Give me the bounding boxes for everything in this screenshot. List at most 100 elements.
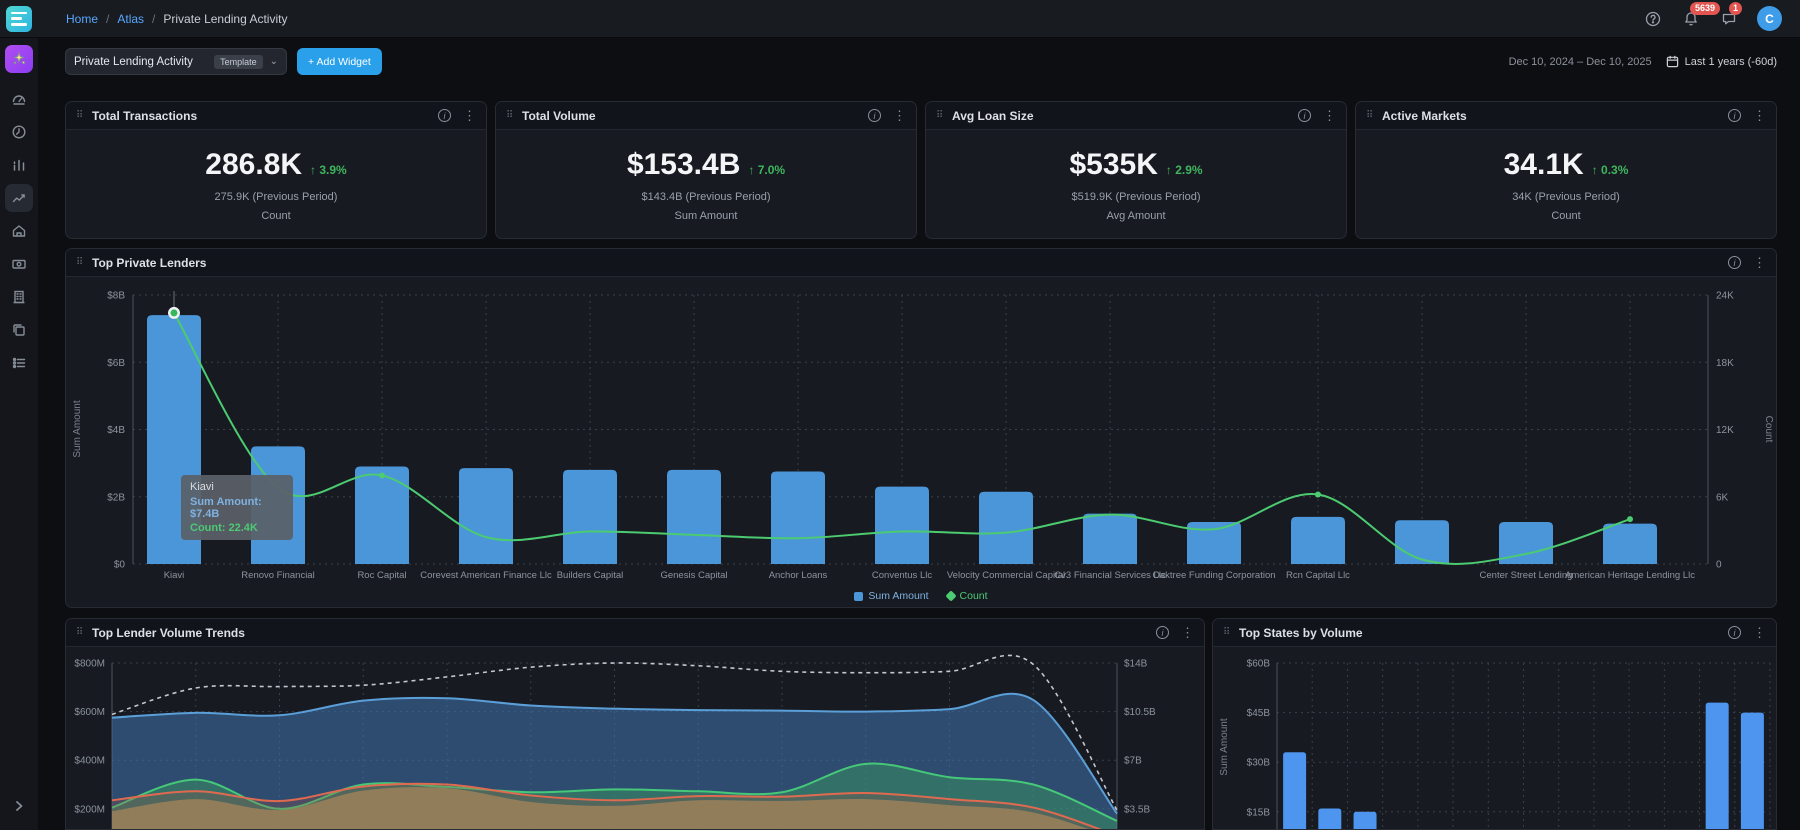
- left-axis-tick: $60B: [1247, 659, 1271, 670]
- notifications-count-badge: 5639: [1690, 2, 1720, 15]
- left-axis-tick: $200M: [74, 804, 105, 815]
- sidebar-item-lending[interactable]: [5, 250, 33, 278]
- kebab-menu-icon[interactable]: ⋮: [1753, 109, 1766, 122]
- breadcrumb-atlas-link[interactable]: Atlas: [117, 12, 144, 26]
- messages-icon[interactable]: 1: [1719, 9, 1739, 29]
- lender-bar[interactable]: [1603, 524, 1657, 564]
- period-label: Last 1 years (-60d): [1685, 56, 1777, 68]
- breadcrumb-home-link[interactable]: Home: [66, 12, 98, 26]
- left-axis-tick: $600M: [74, 707, 105, 718]
- sidebar-item-history[interactable]: [5, 118, 33, 146]
- x-axis-label: Genesis Capital: [660, 570, 727, 581]
- chevron-down-icon: ⌄: [270, 56, 278, 67]
- info-icon[interactable]: i: [438, 109, 451, 122]
- panel-header: ⠿ Top States by Volume i⋮: [1213, 619, 1776, 647]
- lender-bar[interactable]: [1291, 517, 1345, 564]
- drag-handle-icon[interactable]: ⠿: [1366, 111, 1374, 120]
- kpi-card-header: ⠿ Active Markets i⋮: [1356, 102, 1776, 130]
- lender-bar[interactable]: [459, 468, 513, 564]
- kpi-title: Total Volume: [522, 109, 596, 123]
- lender-bar[interactable]: [667, 470, 721, 564]
- sidebar-expand-button[interactable]: [5, 792, 33, 820]
- date-range-text: Dec 10, 2024 – Dec 10, 2025: [1509, 56, 1652, 68]
- lenders-chart-canvas[interactable]: $8B24K$6B18K$4B12K$2B6K$00Sum AmountCoun…: [66, 277, 1777, 608]
- tooltip-series-name: Kiavi: [190, 481, 284, 493]
- drag-handle-icon[interactable]: ⠿: [936, 111, 944, 120]
- help-icon[interactable]: [1643, 9, 1663, 29]
- legend-item-count[interactable]: Count: [947, 590, 988, 602]
- info-icon[interactable]: i: [1728, 626, 1741, 639]
- kpi-delta: ↑ 2.9%: [1166, 163, 1203, 177]
- x-axis-label: Corevest American Finance Llc: [420, 570, 552, 581]
- kpi-title: Avg Loan Size: [952, 109, 1034, 123]
- notifications-bell-icon[interactable]: 5639: [1681, 9, 1701, 29]
- sidebar-item-properties[interactable]: [5, 217, 33, 245]
- left-axis-tick: $2B: [107, 492, 125, 503]
- panel-title: Top Lender Volume Trends: [92, 626, 245, 640]
- drag-handle-icon[interactable]: ⠿: [76, 111, 84, 120]
- state-bar[interactable]: [1354, 812, 1377, 830]
- right-axis-tick: 18K: [1716, 358, 1734, 369]
- info-icon[interactable]: i: [1728, 256, 1741, 269]
- sidebar-item-bar-analytics[interactable]: [5, 151, 33, 179]
- kebab-menu-icon[interactable]: ⋮: [1753, 626, 1766, 639]
- left-axis-tick: $0: [114, 560, 126, 571]
- messages-count-badge: 1: [1729, 2, 1742, 15]
- lender-bar[interactable]: [1395, 520, 1449, 564]
- x-axis-label: Renovo Financial: [241, 570, 314, 581]
- state-bar[interactable]: [1318, 808, 1341, 830]
- legend-swatch-icon: [854, 592, 863, 601]
- drag-handle-icon[interactable]: ⠿: [76, 258, 84, 267]
- dashboard-selector[interactable]: Private Lending Activity Template ⌄: [65, 48, 287, 75]
- lender-bar[interactable]: [563, 470, 617, 564]
- calendar-icon: [1666, 55, 1679, 68]
- lender-bar[interactable]: [875, 487, 929, 564]
- user-avatar[interactable]: C: [1757, 6, 1782, 31]
- x-axis-label: Rcn Capital Llc: [1286, 570, 1350, 581]
- info-icon[interactable]: i: [868, 109, 881, 122]
- kebab-menu-icon[interactable]: ⋮: [1323, 109, 1336, 122]
- app-logo[interactable]: [6, 6, 32, 32]
- states-chart-canvas[interactable]: $60B$45B$30B$15BSum Amount: [1213, 647, 1777, 830]
- lender-bar[interactable]: [1083, 514, 1137, 564]
- tooltip-count: Count: 22.4K: [190, 522, 284, 534]
- kebab-menu-icon[interactable]: ⋮: [1753, 256, 1766, 269]
- sidebar-item-trends[interactable]: [5, 184, 33, 212]
- sidebar-item-ai-assistant[interactable]: [5, 45, 33, 73]
- right-axis-tick: 24K: [1716, 291, 1734, 302]
- kpi-value: 34.1K: [1504, 148, 1584, 182]
- copy-pages-icon: [11, 322, 27, 338]
- lender-bar[interactable]: [771, 472, 825, 564]
- add-widget-button[interactable]: + Add Widget: [297, 48, 382, 75]
- chart-legend: Sum Amount Count: [66, 590, 1776, 602]
- sidebar-item-dashboard[interactable]: [5, 85, 33, 113]
- x-axis-label: Oaktree Funding Corporation: [1152, 570, 1275, 581]
- x-axis-label: American Heritage Lending Llc: [1565, 570, 1695, 581]
- breadcrumb-separator: /: [106, 12, 109, 26]
- lender-bar[interactable]: [979, 492, 1033, 564]
- sidebar-item-lists[interactable]: [5, 349, 33, 377]
- drag-handle-icon[interactable]: ⠿: [76, 628, 84, 637]
- panel-top-lender-volume-trends: ⠿ Top Lender Volume Trends i ⋮ $800M$14B$…: [65, 618, 1205, 830]
- period-selector[interactable]: Last 1 years (-60d): [1666, 55, 1777, 68]
- info-icon[interactable]: i: [1728, 109, 1741, 122]
- trends-chart-canvas[interactable]: $800M$14B$600M$10.5B$400M$7B$200M$3.5B: [66, 647, 1205, 830]
- sidebar-item-companies[interactable]: [5, 283, 33, 311]
- drag-handle-icon[interactable]: ⠿: [506, 111, 514, 120]
- tooltip-sum-amount: Sum Amount: $7.4B: [190, 496, 284, 520]
- state-bar[interactable]: [1283, 752, 1306, 830]
- legend-item-sum-amount[interactable]: Sum Amount: [854, 590, 928, 602]
- x-axis-label: Velocity Commercial Capital: [947, 570, 1065, 581]
- info-icon[interactable]: i: [1298, 109, 1311, 122]
- legend-swatch-icon: [945, 590, 956, 601]
- drag-handle-icon[interactable]: ⠿: [1223, 628, 1231, 637]
- lender-bar[interactable]: [355, 466, 409, 564]
- state-bar[interactable]: [1706, 703, 1729, 830]
- left-axis-tick: $30B: [1247, 758, 1271, 769]
- state-bar[interactable]: [1741, 713, 1764, 830]
- sidebar-item-reports[interactable]: [5, 316, 33, 344]
- kebab-menu-icon[interactable]: ⋮: [463, 109, 476, 122]
- kebab-menu-icon[interactable]: ⋮: [893, 109, 906, 122]
- kebab-menu-icon[interactable]: ⋮: [1181, 626, 1194, 639]
- info-icon[interactable]: i: [1156, 626, 1169, 639]
